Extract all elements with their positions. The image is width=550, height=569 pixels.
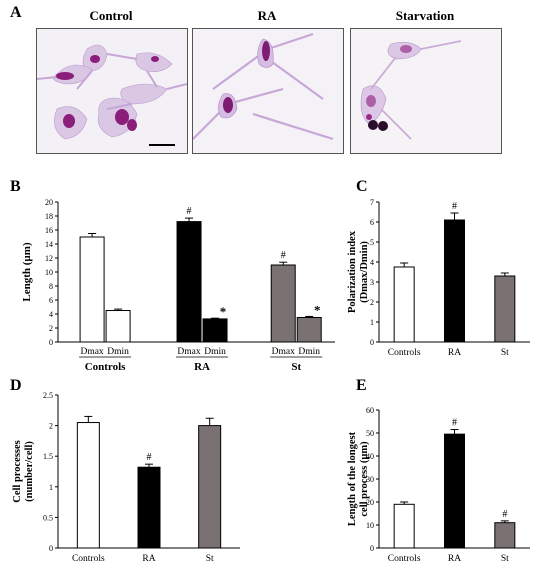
micrograph-title-ra: RA — [257, 8, 277, 23]
y-tick-label: 14 — [45, 240, 53, 249]
y-tick-label: 1 — [49, 483, 53, 492]
bar — [296, 317, 322, 343]
y-tick-label: 4 — [49, 310, 53, 319]
significance-marker: # — [281, 250, 286, 261]
category-label: St — [501, 348, 509, 358]
y-tick-label: 2 — [49, 422, 53, 431]
y-tick-label: 60 — [366, 406, 374, 415]
y-tick-label: 20 — [366, 498, 374, 507]
group-label: RA — [194, 361, 210, 373]
y-tick-label: 12 — [45, 254, 53, 263]
y-tick-label: 2 — [49, 324, 53, 333]
significance-marker: # — [452, 418, 457, 429]
bar — [444, 219, 465, 343]
significance-marker: # — [502, 509, 507, 520]
y-tick-label: 10 — [366, 521, 374, 530]
category-label: Controls — [72, 554, 105, 564]
significance-marker: * — [220, 304, 227, 319]
significance-marker: * — [314, 302, 321, 317]
y-tick-label: 6 — [49, 296, 53, 305]
micrograph-ra — [192, 28, 344, 154]
bar — [79, 236, 105, 343]
y-axis-label: (Dmax/Dmin) — [359, 241, 370, 303]
y-tick-label: 50 — [366, 429, 374, 438]
bar-label: Dmax — [177, 347, 200, 357]
y-tick-label: 2 — [370, 298, 374, 307]
y-tick-label: 2.5 — [43, 391, 53, 400]
significance-marker: # — [147, 452, 152, 463]
significance-marker: # — [187, 206, 192, 217]
category-label: St — [501, 554, 509, 564]
bar — [494, 522, 516, 549]
y-tick-label: 18 — [45, 212, 53, 221]
y-axis-label: Length of the longest — [347, 431, 358, 526]
y-tick-label: 1.5 — [43, 452, 53, 461]
panel-label-c: C — [356, 178, 368, 195]
category-label: RA — [448, 348, 461, 358]
y-tick-label: 3 — [370, 278, 374, 287]
bar-label: Dmax — [272, 347, 295, 357]
category-label: RA — [142, 554, 155, 564]
y-tick-label: 4 — [370, 258, 374, 267]
y-tick-label: 0 — [49, 544, 53, 553]
y-tick-label: 5 — [370, 238, 374, 247]
micrograph-control-drawing — [37, 29, 187, 153]
bar-label: Dmin — [298, 347, 320, 357]
bar — [176, 221, 202, 343]
chart-d: 0 0.5 1 1.5 2 2.5 Cell processes (number/cell) #… — [12, 391, 240, 564]
micrograph-starvation-drawing — [351, 29, 501, 153]
group-label: Controls — [85, 361, 126, 373]
y-tick-label: 0.5 — [43, 513, 53, 522]
y-tick-label: 10 — [45, 268, 53, 277]
y-axis-label: (number/cell) — [24, 441, 35, 502]
y-tick-label: 8 — [49, 282, 53, 291]
bar — [76, 422, 100, 549]
category-label: Controls — [388, 348, 421, 358]
y-axis-label: Length (µm) — [21, 242, 33, 302]
panel-label-b: B — [10, 178, 21, 195]
chart-c: 0 1 2 3 4 5 6 7 Polarization index (Dmax/Dmin) # Co… — [347, 198, 530, 358]
y-tick-label: 30 — [366, 475, 374, 484]
category-label: Controls — [388, 554, 421, 564]
bar — [105, 310, 131, 343]
micrograph-control — [36, 28, 188, 154]
bar — [494, 275, 516, 343]
panel-label-a: A — [10, 4, 22, 21]
y-axis-label: Cell processes — [12, 440, 23, 503]
y-tick-label: 20 — [45, 198, 53, 207]
y-tick-label: 0 — [370, 544, 374, 553]
panel-label-d: D — [10, 377, 22, 394]
y-axis-label: Polarization index — [347, 230, 358, 313]
bar — [393, 503, 415, 549]
micrograph-ra-drawing — [193, 29, 343, 153]
category-label: St — [206, 554, 214, 564]
y-tick-label: 40 — [366, 452, 374, 461]
category-label: RA — [448, 554, 461, 564]
bar — [444, 433, 465, 549]
y-tick-label: 16 — [45, 226, 53, 235]
bar — [202, 318, 228, 343]
group-label: St — [291, 361, 301, 373]
micrograph-title-starvation: Starvation — [395, 8, 455, 23]
y-axis-label: cell process (µm) — [359, 441, 370, 517]
bar-label: Dmin — [107, 347, 129, 357]
panel-label-e: E — [356, 377, 367, 394]
y-tick-label: 1 — [370, 318, 374, 327]
bar — [393, 266, 415, 343]
bar — [270, 264, 296, 343]
bar — [137, 466, 161, 549]
y-tick-label: 7 — [370, 198, 374, 207]
significance-marker: # — [452, 201, 457, 212]
micrograph-title-control: Control — [89, 8, 133, 23]
bar-label: Dmin — [204, 347, 226, 357]
micrograph-starvation — [350, 28, 502, 154]
bar-label: Dmax — [80, 347, 103, 357]
chart-e: 0 10 20 30 40 50 60 Length of the longest cell p… — [347, 406, 530, 564]
y-tick-label: 6 — [370, 218, 374, 227]
y-tick-label: 0 — [370, 338, 374, 347]
bar — [198, 425, 222, 549]
y-tick-label: 0 — [49, 338, 53, 347]
